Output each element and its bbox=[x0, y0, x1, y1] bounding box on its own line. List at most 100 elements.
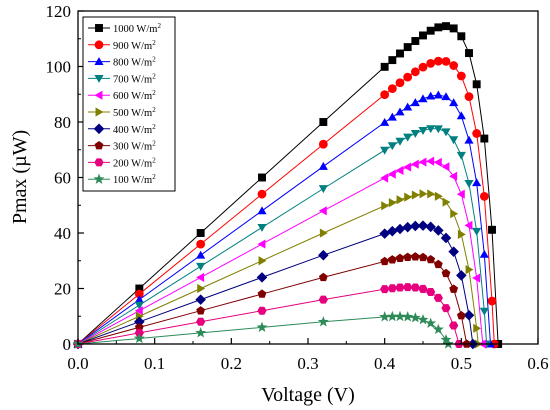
data-point-400 bbox=[318, 249, 329, 261]
y-tick-label: 100 bbox=[46, 58, 72, 77]
data-point-600 bbox=[464, 220, 473, 230]
data-point-900 bbox=[395, 78, 405, 88]
data-point-500 bbox=[419, 189, 428, 199]
legend-item-800: 800 W/m2 bbox=[88, 56, 156, 69]
data-point-100 bbox=[425, 317, 437, 328]
data-point-300 bbox=[387, 255, 397, 264]
data-point-700 bbox=[403, 133, 413, 142]
data-point-1000 bbox=[465, 49, 473, 58]
data-point-500 bbox=[427, 189, 436, 199]
legend-marker-600 bbox=[94, 90, 103, 100]
data-point-100 bbox=[256, 321, 268, 332]
data-point-800 bbox=[318, 161, 328, 170]
legend-label: 800 W/m2 bbox=[113, 56, 156, 69]
data-point-800 bbox=[395, 107, 405, 116]
data-point-1000 bbox=[135, 284, 144, 293]
data-point-1000 bbox=[196, 229, 205, 237]
data-point-100 bbox=[195, 327, 207, 338]
x-tick-label: 0.1 bbox=[144, 354, 165, 373]
data-point-1000 bbox=[419, 31, 427, 40]
data-point-500 bbox=[442, 197, 451, 207]
legend-marker-700 bbox=[94, 74, 104, 83]
data-point-600 bbox=[318, 206, 327, 216]
data-point-800 bbox=[380, 117, 390, 126]
data-point-400 bbox=[456, 270, 467, 281]
data-point-800 bbox=[472, 178, 482, 187]
data-point-800 bbox=[134, 295, 144, 304]
data-point-500 bbox=[450, 209, 459, 219]
data-point-1000 bbox=[449, 24, 458, 33]
legend-label: 200 W/m2 bbox=[113, 156, 156, 169]
legend-item-900: 900 W/m2 bbox=[88, 39, 156, 52]
data-point-800 bbox=[196, 250, 206, 259]
data-point-300 bbox=[418, 252, 428, 262]
y-tick-label: 40 bbox=[54, 224, 71, 243]
data-point-100 bbox=[409, 312, 421, 323]
data-point-800 bbox=[257, 206, 267, 215]
data-point-200 bbox=[403, 283, 413, 292]
data-point-700 bbox=[472, 227, 482, 236]
data-point-600 bbox=[380, 173, 389, 183]
data-point-200 bbox=[426, 288, 436, 297]
data-point-1000 bbox=[258, 173, 266, 182]
data-point-500 bbox=[388, 198, 397, 208]
data-point-900 bbox=[456, 71, 466, 81]
legend-marker-100 bbox=[93, 173, 105, 184]
data-point-700 bbox=[479, 307, 489, 316]
y-tick-label: 80 bbox=[54, 113, 71, 132]
data-point-1000 bbox=[442, 22, 450, 31]
data-point-500 bbox=[258, 256, 267, 266]
x-tick-label: 0.3 bbox=[297, 354, 318, 373]
data-point-500 bbox=[319, 228, 328, 238]
y-axis-title: Pmax (µW) bbox=[9, 130, 31, 224]
data-point-600 bbox=[410, 159, 419, 169]
data-point-500 bbox=[465, 265, 474, 275]
data-point-700 bbox=[433, 125, 443, 134]
y-tick-label: 0 bbox=[63, 335, 72, 354]
data-point-800 bbox=[433, 90, 443, 99]
data-point-1000 bbox=[434, 23, 443, 32]
data-point-900 bbox=[387, 84, 397, 94]
data-point-300 bbox=[410, 252, 420, 261]
data-point-200 bbox=[318, 295, 328, 304]
series-line-800 bbox=[77, 94, 491, 345]
legend-marker-500 bbox=[95, 107, 104, 117]
data-point-600 bbox=[387, 169, 396, 179]
data-point-200 bbox=[433, 293, 443, 302]
data-point-500 bbox=[457, 229, 466, 239]
data-point-200 bbox=[257, 306, 267, 315]
legend-marker-800 bbox=[94, 57, 104, 66]
data-point-700 bbox=[196, 262, 206, 271]
legend-marker-200 bbox=[94, 158, 104, 167]
legend-item-700: 700 W/m2 bbox=[88, 72, 156, 85]
legend-label: 700 W/m2 bbox=[113, 72, 156, 85]
x-tick-label: 0.4 bbox=[374, 354, 396, 373]
data-point-800 bbox=[479, 249, 489, 258]
data-point-900 bbox=[134, 289, 144, 299]
data-point-700 bbox=[464, 179, 474, 188]
data-point-400 bbox=[463, 309, 475, 321]
series-300 bbox=[73, 252, 472, 348]
series-900 bbox=[73, 56, 499, 349]
legend-marker-300 bbox=[94, 140, 104, 150]
data-point-400 bbox=[448, 246, 459, 257]
data-point-800 bbox=[449, 98, 459, 107]
data-point-200 bbox=[441, 304, 451, 313]
legend-marker-400 bbox=[93, 123, 105, 135]
data-point-900 bbox=[403, 72, 413, 82]
ticks-layer: 0.0 0.1 0.2 0.3 0.4 0.5 0.6 0 20 40 60 80 100 120 bbox=[46, 2, 549, 373]
data-point-200 bbox=[449, 321, 459, 330]
data-point-700 bbox=[410, 130, 420, 138]
data-point-100 bbox=[402, 311, 414, 322]
data-point-900 bbox=[472, 129, 482, 138]
data-point-600 bbox=[196, 272, 205, 282]
data-point-600 bbox=[433, 157, 442, 167]
data-point-100 bbox=[432, 323, 444, 335]
data-point-300 bbox=[380, 256, 390, 266]
legend-label: 1000 W/m2 bbox=[113, 22, 161, 35]
data-point-1000 bbox=[488, 225, 496, 234]
data-point-700 bbox=[380, 146, 390, 155]
x-tick-label: 0.6 bbox=[527, 354, 548, 373]
data-point-900 bbox=[433, 56, 443, 66]
